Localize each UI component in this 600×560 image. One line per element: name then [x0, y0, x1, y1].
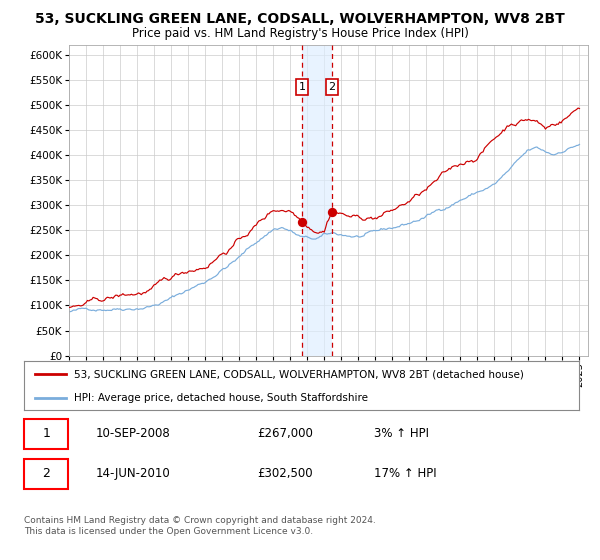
Text: 53, SUCKLING GREEN LANE, CODSALL, WOLVERHAMPTON, WV8 2BT (detached house): 53, SUCKLING GREEN LANE, CODSALL, WOLVER…	[74, 370, 524, 380]
Bar	[302, 45, 332, 356]
Text: This data is licensed under the Open Government Licence v3.0.: This data is licensed under the Open Gov…	[24, 528, 313, 536]
Text: Price paid vs. HM Land Registry's House Price Index (HPI): Price paid vs. HM Land Registry's House …	[131, 27, 469, 40]
Text: 3% ↑ HPI: 3% ↑ HPI	[374, 427, 428, 440]
Text: Contains HM Land Registry data © Crown copyright and database right 2024.: Contains HM Land Registry data © Crown c…	[24, 516, 376, 525]
Text: 14-JUN-2010: 14-JUN-2010	[96, 468, 171, 480]
Text: 1: 1	[42, 427, 50, 440]
Text: £267,000: £267,000	[257, 427, 313, 440]
Text: 17% ↑ HPI: 17% ↑ HPI	[374, 468, 436, 480]
Text: 1: 1	[298, 82, 305, 92]
Text: 53, SUCKLING GREEN LANE, CODSALL, WOLVERHAMPTON, WV8 2BT: 53, SUCKLING GREEN LANE, CODSALL, WOLVER…	[35, 12, 565, 26]
Text: 10-SEP-2008: 10-SEP-2008	[96, 427, 171, 440]
Text: 2: 2	[42, 468, 50, 480]
FancyBboxPatch shape	[24, 419, 68, 449]
Point	[327, 208, 337, 217]
Text: £302,500: £302,500	[257, 468, 313, 480]
Point	[297, 217, 307, 226]
Text: 2: 2	[328, 82, 335, 92]
Text: HPI: Average price, detached house, South Staffordshire: HPI: Average price, detached house, Sout…	[74, 393, 368, 403]
FancyBboxPatch shape	[24, 459, 68, 489]
